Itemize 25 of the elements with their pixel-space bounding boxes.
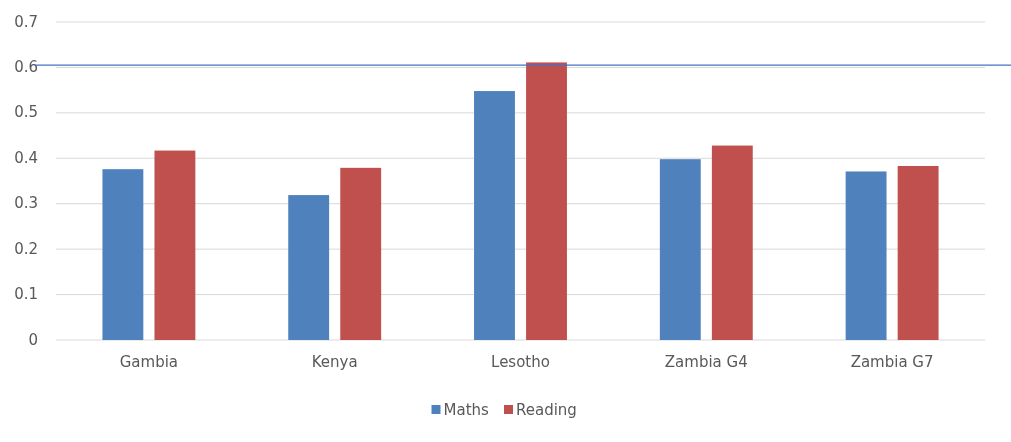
bar [659,159,701,340]
y-tick-label: 0.3 [14,194,38,213]
x-tick-label: Lesotho [491,353,550,371]
y-tick-label: 0.2 [14,239,38,258]
x-tick-label: Zambia G7 [850,353,934,371]
y-tick-label: 0.4 [14,148,38,167]
y-tick-label: 0.5 [14,103,38,122]
bar [154,150,196,340]
x-tick-label: Gambia [119,353,179,371]
bar [711,145,753,340]
bar [474,91,515,340]
bar [340,167,382,340]
bar [102,169,144,340]
legend-label: Reading [516,400,577,419]
y-tick-label: 0.6 [14,57,38,76]
y-tick-label: 0 [28,330,38,349]
bar [897,166,939,340]
x-tick-label: Zambia G4 [664,353,748,371]
legend-label: Maths [443,400,490,419]
y-tick-label: 0.1 [14,285,38,304]
bar [526,62,567,340]
bar [845,171,887,340]
bar [288,195,330,340]
x-tick-label: Kenya [311,353,358,371]
y-tick-label: 0.7 [14,12,38,31]
